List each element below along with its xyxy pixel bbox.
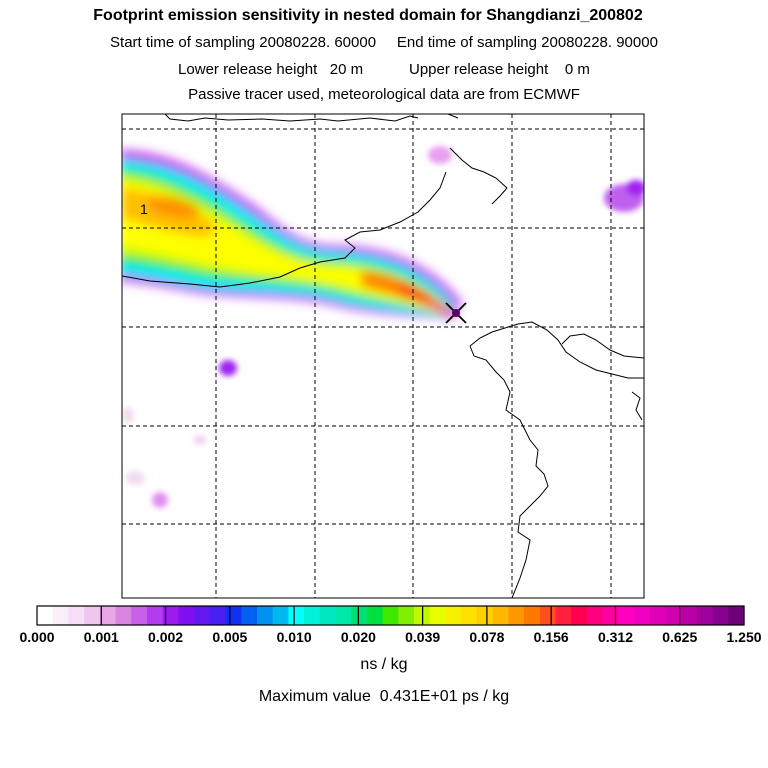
colorbar-cell bbox=[461, 606, 478, 625]
colorbar-cell bbox=[634, 606, 651, 625]
map-frame bbox=[121, 113, 645, 599]
colorbar-cell bbox=[319, 606, 337, 625]
sampling-time-line: Start time of sampling 20080228. 60000 E… bbox=[0, 34, 768, 52]
colorbar-tick-label: 0.625 bbox=[662, 629, 698, 645]
colorbar-cell bbox=[146, 606, 164, 625]
colorbar-cell bbox=[131, 606, 148, 625]
coastlines bbox=[122, 114, 644, 598]
colorbar-tick-label: 0.020 bbox=[340, 629, 376, 645]
tracer-info-label: Passive tracer used, meteorological data… bbox=[188, 86, 580, 103]
colorbar-tick-label: 0.010 bbox=[276, 629, 312, 645]
colorbar-cell bbox=[241, 606, 258, 625]
colorbar-cell bbox=[696, 606, 714, 625]
colorbar-cell bbox=[649, 606, 667, 625]
colorbar-cell bbox=[225, 606, 242, 625]
colorbar-tick-label: 0.078 bbox=[469, 629, 505, 645]
footprint-plume bbox=[122, 150, 462, 320]
colorbar-cell bbox=[351, 606, 368, 625]
colorbar-tick-label: 1.250 bbox=[726, 629, 762, 645]
colorbar-tick-label: 0.001 bbox=[83, 629, 119, 645]
upper-release-label: Upper release height 0 m bbox=[409, 61, 590, 78]
colorbar-tick-label: 0.312 bbox=[597, 629, 633, 645]
colorbar-tick-label: 0.156 bbox=[533, 629, 569, 645]
grid-lines bbox=[122, 114, 644, 598]
colorbar-cell bbox=[492, 606, 509, 625]
colorbar-cell bbox=[665, 606, 682, 625]
colorbar-tick-label: 0.002 bbox=[148, 629, 184, 645]
colorbar-cell bbox=[555, 606, 572, 625]
colorbar-cell bbox=[209, 606, 227, 625]
max-value-label: Maximum value 0.431E+01 ps / kg bbox=[258, 688, 510, 705]
colorbar-cell bbox=[681, 606, 698, 625]
colorbar-cell bbox=[586, 606, 604, 625]
colorbar-cell bbox=[602, 606, 619, 625]
plume-layer bbox=[122, 146, 644, 508]
colorbar bbox=[37, 606, 745, 625]
colorbar-cell bbox=[445, 606, 462, 625]
colorbar-cell bbox=[382, 606, 399, 625]
colorbar-cell bbox=[524, 606, 541, 625]
colorbar-cell bbox=[99, 606, 117, 625]
colorbar-cell bbox=[618, 606, 635, 625]
colorbar-cell bbox=[288, 606, 305, 625]
colorbar-cell bbox=[539, 606, 557, 625]
end-time-label: End time of sampling 20080228. 90000 bbox=[396, 34, 658, 51]
colorbar-cell bbox=[84, 606, 101, 625]
colorbar-cell bbox=[712, 606, 729, 625]
unit-label: ns / kg bbox=[360, 656, 408, 673]
colorbar-cell bbox=[194, 606, 211, 625]
colorbar-cell bbox=[304, 606, 321, 625]
colorbar-cell bbox=[37, 606, 54, 625]
colorbar-cell bbox=[115, 606, 132, 625]
contour-label: 1 bbox=[140, 201, 148, 217]
colorbar-cell bbox=[256, 606, 274, 625]
colorbar-tick-label: 0.005 bbox=[212, 629, 248, 645]
colorbar-cell bbox=[68, 606, 85, 625]
start-time-label: Start time of sampling 20080228. 60000 bbox=[110, 34, 377, 51]
colorbar-cell bbox=[508, 606, 525, 625]
colorbar-cell bbox=[398, 606, 415, 625]
footprint-patches bbox=[122, 146, 644, 508]
colorbar-tick-label: 0.000 bbox=[19, 629, 55, 645]
colorbar-frame bbox=[36, 605, 745, 626]
colorbar-cell bbox=[162, 606, 179, 625]
colorbar-cell bbox=[728, 606, 745, 625]
colorbar-cell bbox=[178, 606, 195, 625]
colorbar-cell bbox=[429, 606, 447, 625]
colorbar-cell bbox=[52, 606, 70, 625]
colorbar-cell bbox=[272, 606, 289, 625]
colorbar-cell bbox=[335, 606, 352, 625]
colorbar-cell bbox=[476, 606, 494, 625]
release-site-marker bbox=[445, 302, 467, 324]
colorbar-tick-label: 0.039 bbox=[405, 629, 441, 645]
lower-release-label: Lower release height 20 m bbox=[178, 61, 364, 78]
release-height-line: Lower release height 20 m Upper release … bbox=[0, 61, 768, 79]
colorbar-cell bbox=[571, 606, 588, 625]
colorbar-cell bbox=[366, 606, 384, 625]
chart-title: Footprint emission sensitivity in nested… bbox=[93, 7, 643, 24]
